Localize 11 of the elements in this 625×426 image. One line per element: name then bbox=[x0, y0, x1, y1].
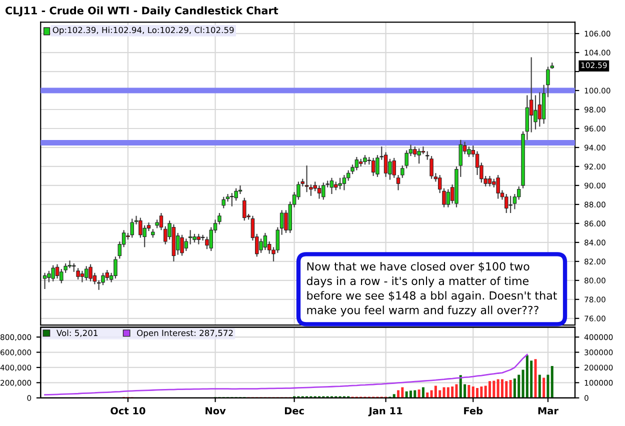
x-tick-label: Feb bbox=[464, 406, 483, 414]
x-tick-label: Nov bbox=[206, 407, 226, 414]
x-tick-label: Dec bbox=[284, 407, 304, 414]
legend-label: Open Interest: 287,572 bbox=[137, 330, 233, 338]
x-tick-label: Mar bbox=[538, 407, 558, 414]
annotation: Op:102.39, Hi:102.94, Lo:102.29, Cl:102.59 bbox=[52, 26, 234, 35]
x-tick-label: Oct 10 bbox=[110, 407, 146, 414]
x-tick-label: Jan 11 bbox=[368, 407, 402, 416]
legend-label: Vol: 5,201 bbox=[56, 330, 98, 337]
annotation: Now that we have closed over $100 two days in a row - it's only a matter of time before we see $148 a bbl again. Doesn't that make you feel warm and fuzzy all over??? bbox=[306, 262, 557, 316]
chart-title: CLJ11 - Crude Oil WTI - Daily Candlestick Chart bbox=[6, 6, 278, 17]
